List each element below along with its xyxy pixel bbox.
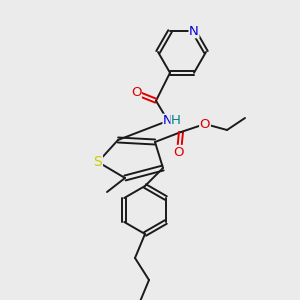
Text: O: O: [200, 118, 210, 130]
Text: N: N: [163, 114, 173, 127]
Text: S: S: [94, 155, 102, 169]
Text: O: O: [131, 86, 141, 99]
Text: H: H: [171, 114, 181, 127]
Text: O: O: [174, 146, 184, 158]
Text: N: N: [189, 25, 199, 38]
